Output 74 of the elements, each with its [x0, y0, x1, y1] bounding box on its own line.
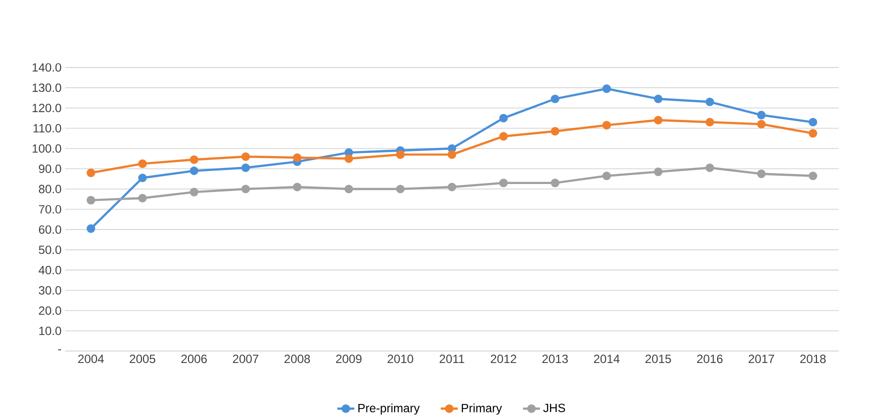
point: [808, 118, 818, 127]
y-tick-label: 80.0: [38, 184, 62, 194]
y-tick-label: 50.0: [38, 246, 62, 254]
x-tick-label: 2016: [697, 354, 723, 364]
point: [706, 164, 714, 172]
point: [396, 150, 405, 160]
x-tick-label: 2012: [490, 354, 516, 364]
point: [550, 127, 560, 136]
legend-label: Primary: [462, 404, 502, 415]
point: [292, 153, 302, 162]
point: [654, 116, 662, 125]
y-tick-label: 110.0: [34, 124, 62, 133]
point: [808, 172, 818, 180]
point: [602, 121, 611, 130]
point: [396, 184, 405, 194]
point: [550, 94, 560, 104]
y-tick-label: 140.0: [32, 63, 62, 72]
x-tick-label: 2015: [646, 354, 671, 364]
y-tick-label: 60.0: [38, 225, 62, 234]
y-tick-label: 90.0: [38, 164, 62, 174]
x-tick-label: 2017: [748, 354, 774, 364]
point: [757, 170, 766, 178]
point: [654, 94, 662, 104]
point: [241, 184, 250, 194]
point: [550, 178, 560, 188]
point: [757, 110, 766, 120]
x-tick-label: 2006: [181, 354, 207, 364]
point: [654, 168, 662, 176]
x-tick-label: 2013: [542, 354, 568, 364]
point: [86, 196, 96, 205]
point: [499, 178, 508, 188]
point: [86, 168, 96, 178]
point: [499, 114, 508, 123]
point: [344, 184, 354, 194]
x-tick-label: 2004: [78, 354, 104, 364]
point: [706, 98, 714, 106]
legend-label: JHS: [543, 404, 566, 412]
point: [138, 160, 147, 168]
y-tick-label: 120.0: [32, 104, 62, 112]
point: [190, 188, 198, 196]
y-tick-label: 40.0: [38, 266, 62, 274]
x-tick-label: 2008: [284, 354, 310, 364]
y-tick-label: 100.0: [32, 144, 62, 153]
point: [448, 150, 456, 160]
point: [241, 152, 250, 162]
point: [499, 132, 508, 141]
x-tick-label: 2009: [336, 354, 362, 364]
point: [190, 156, 198, 164]
x-tick-label: 2010: [388, 354, 414, 364]
point: [602, 84, 611, 94]
y-tick-label: 70.0: [38, 205, 62, 214]
y-tick-label: 20.0: [38, 306, 62, 315]
point: [138, 174, 147, 182]
y-tick-label: 130.0: [32, 84, 62, 92]
y-tick-label: 30.0: [38, 286, 62, 295]
point: [190, 166, 198, 176]
point: [706, 118, 714, 127]
point: [757, 120, 766, 129]
point: [808, 129, 818, 138]
y-tick-label: -: [58, 349, 62, 350]
point: [138, 194, 147, 203]
y-tick-label: 10.0: [39, 326, 62, 336]
point: [292, 182, 302, 192]
point: [448, 182, 456, 192]
legend-label: Pre-primary: [358, 404, 420, 415]
x-tick-label: 2018: [800, 354, 826, 364]
x-tick-label: 2007: [232, 354, 258, 364]
x-tick-label: 2011: [440, 354, 464, 364]
x-tick-label: 2014: [594, 354, 620, 364]
point: [241, 164, 250, 172]
point: [86, 224, 96, 233]
point: [344, 154, 354, 164]
x-tick-label: 2005: [130, 354, 156, 364]
point: [602, 172, 611, 180]
